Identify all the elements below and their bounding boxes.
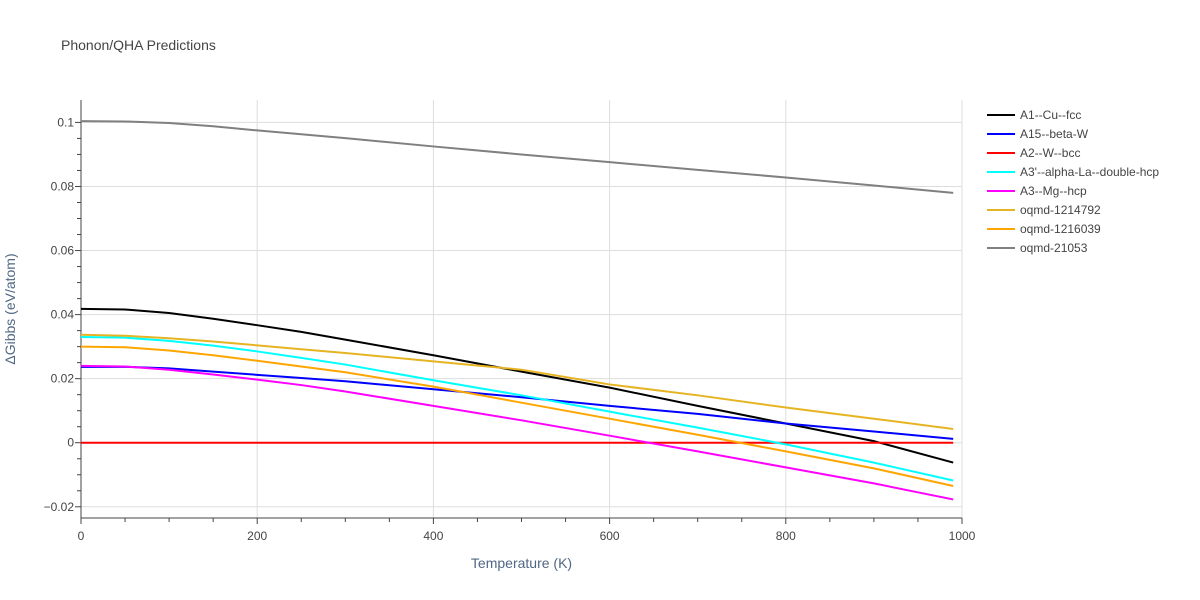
- y-axis-title: ΔGibbs (eV/atom): [2, 253, 18, 364]
- y-tick-label: 0.08: [51, 179, 75, 193]
- legend[interactable]: A1--Cu--fcc A15--beta-W A2--W--bcc A3'--alp…: [987, 108, 1159, 255]
- x-tick-label: 200: [247, 529, 267, 543]
- legend-label: A15--beta-W: [1020, 127, 1089, 141]
- legend-label: oqmd-21053: [1020, 241, 1088, 255]
- x-tick-label: 0: [78, 529, 85, 543]
- x-tick-label: 1000: [949, 529, 976, 543]
- legend-item[interactable]: A3'--alpha-La--double-hcp: [987, 165, 1159, 179]
- legend-label: A1--Cu--fcc: [1020, 108, 1081, 122]
- y-tick-label: 0.06: [51, 244, 75, 258]
- x-tick-label: 800: [776, 529, 796, 543]
- chart-title: Phonon/QHA Predictions: [61, 37, 216, 53]
- y-tick-label: 0.02: [51, 372, 75, 386]
- series-line-A3--Mg--hcp: [80, 364, 954, 501]
- legend-label: A2--W--bcc: [1020, 146, 1080, 160]
- x-tick-label: 600: [600, 529, 620, 543]
- series-layer: [80, 120, 954, 501]
- legend-item[interactable]: oqmd-1216039: [987, 222, 1101, 236]
- legend-item[interactable]: A2--W--bcc: [987, 146, 1080, 160]
- legend-label: oqmd-1216039: [1020, 222, 1101, 236]
- legend-item[interactable]: A1--Cu--fcc: [987, 108, 1081, 122]
- series-line-A15--beta-W: [81, 365, 954, 440]
- series-line-A1--Cu--fcc: [80, 307, 954, 464]
- legend-item[interactable]: A3--Mg--hcp: [987, 184, 1087, 198]
- series-line-oqmd-1216039: [80, 345, 954, 487]
- y-tick-label: −0.02: [44, 500, 75, 514]
- grid-layer: [81, 100, 963, 518]
- series-line-oqmd-21053: [80, 120, 954, 194]
- legend-label: A3--Mg--hcp: [1020, 184, 1087, 198]
- x-axis-title: Temperature (K): [471, 555, 572, 571]
- x-tick-label: 400: [423, 529, 443, 543]
- series-line-A3'--alpha-La--double-hcp: [80, 336, 954, 482]
- series-line-oqmd-1214792: [80, 333, 954, 430]
- legend-item[interactable]: oqmd-21053: [987, 241, 1088, 255]
- y-tick-label: 0.1: [57, 115, 74, 129]
- y-tick-label: 0: [67, 436, 74, 450]
- legend-item[interactable]: A15--beta-W: [987, 127, 1089, 141]
- legend-item[interactable]: oqmd-1214792: [987, 203, 1101, 217]
- legend-label: oqmd-1214792: [1020, 203, 1101, 217]
- legend-label: A3'--alpha-La--double-hcp: [1020, 165, 1159, 179]
- y-tick-label: 0.04: [51, 308, 75, 322]
- ticks-layer: 0 200 400 600 800 1000 −0.02 0 0.02 0.04 0.06 0.08 0…: [44, 115, 976, 543]
